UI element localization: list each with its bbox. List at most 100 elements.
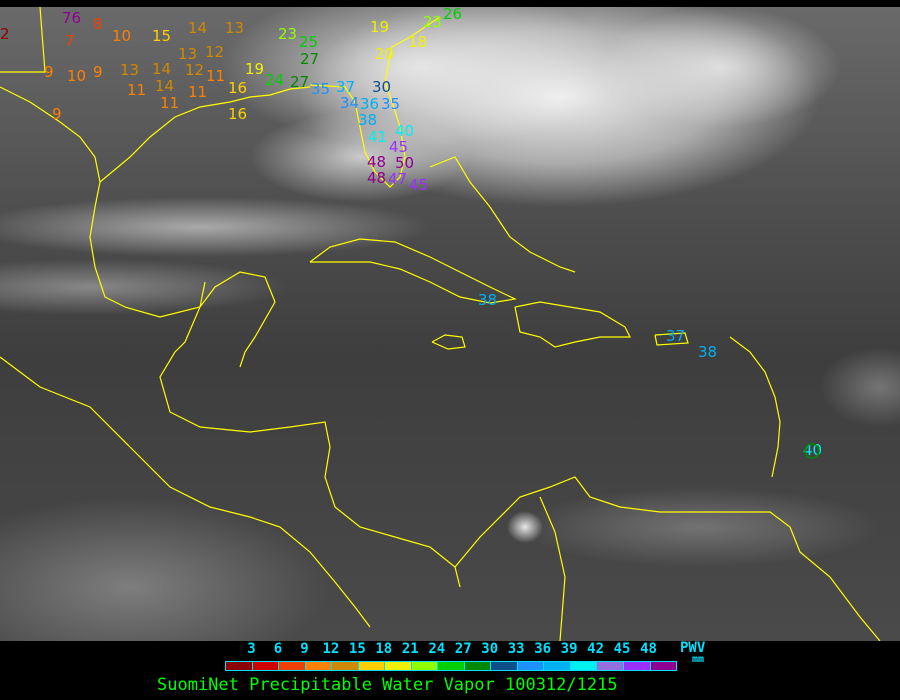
station-pwv-label: 14 [152, 60, 172, 78]
legend-color-swatch [226, 662, 253, 670]
station-pwv-label: 10 [67, 67, 87, 85]
yucatan-central-america [159, 281, 461, 588]
state-borders [0, 7, 46, 73]
florida-coast [309, 16, 441, 188]
legend-color-swatch [544, 662, 571, 670]
puerto-rico [654, 332, 689, 346]
station-pwv-label: 2 [0, 25, 10, 43]
legend-tick: 3 [247, 641, 256, 657]
station-pwv-label: 12 [205, 43, 225, 61]
station-marker-layer [804, 443, 820, 459]
legend-color-swatch [411, 662, 439, 670]
legend-tick: 21 [401, 641, 419, 657]
station-pwv-label: 9 [93, 63, 103, 81]
station-pwv-label: 37 [336, 78, 356, 96]
legend-color-bar [225, 661, 677, 671]
station-pwv-label: 23 [278, 25, 298, 43]
legend-tick: 45 [613, 641, 631, 657]
legend-color-swatch [464, 662, 492, 670]
legend-tick: 24 [428, 641, 446, 657]
legend-color-swatch [385, 662, 412, 670]
station-pwv-label: 34 [340, 94, 360, 112]
legend-color-swatch [332, 662, 359, 670]
hispaniola [514, 301, 631, 348]
legend-tick: 12 [322, 641, 340, 657]
station-pwv-label: 19 [245, 60, 265, 78]
station-pwv-label: 11 [127, 81, 147, 99]
legend-tick: 6 [273, 641, 283, 657]
station-pwv-label: 36 [360, 95, 380, 113]
station-pwv-label: 9 [52, 105, 62, 123]
legend-unit-label: PWV [680, 640, 706, 656]
legend-tick: 9 [300, 641, 309, 657]
legend-color-swatch [358, 662, 386, 670]
legend-tick: 15 [348, 641, 366, 657]
station-pwv-label: 35 [381, 95, 401, 113]
legend-color-swatch [305, 662, 333, 670]
station-pwv-label: 48 [367, 169, 387, 187]
station-pwv-label: 41 [368, 128, 388, 146]
station-pwv-label: 45 [389, 138, 409, 156]
station-pwv-label: 13 [225, 19, 245, 37]
legend-tick: 18 [375, 641, 393, 657]
station-pwv-label: 38 [358, 111, 378, 129]
legend-color-swatch [597, 662, 624, 670]
station-pwv-label: 47 [388, 170, 408, 188]
lesser-antilles [729, 336, 781, 478]
station-pwv-label: 30 [372, 78, 392, 96]
station-pwv-label: 40 [395, 122, 415, 140]
legend-tick: 36 [534, 641, 552, 657]
station-pwv-label: 27 [300, 50, 320, 68]
station-pwv-label: 14 [155, 77, 175, 95]
legend-color-swatch [623, 662, 651, 670]
station-pwv-label: 27 [290, 73, 310, 91]
station-pwv-label: 26 [443, 7, 463, 23]
legend-tick: 39 [560, 641, 578, 657]
map-title: SuomiNet Precipitable Water Vapor 100312… [157, 675, 618, 695]
station-pwv-label: 11 [188, 83, 208, 101]
station-pwv-label: 37 [666, 327, 686, 345]
texas-louisiana-coast [99, 86, 311, 183]
legend-tick: 27 [454, 641, 472, 657]
station-pwv-label: 11 [206, 67, 226, 85]
legend-color-swatch [279, 662, 306, 670]
cuba [309, 238, 517, 304]
map-area: 2 76 8 7 10 15 14 13 9 10 9 13 14 13 12 11 14 11 12 11 11 19 9… [0, 7, 900, 641]
station-pwv-label: 10 [112, 27, 132, 45]
legend-tick: 48 [640, 641, 657, 657]
station-pwv-label: 7 [65, 32, 75, 50]
station-pwv-label: 16 [228, 79, 248, 97]
station-pwv-label: 45 [409, 176, 429, 194]
legend-unit: mm [692, 654, 705, 665]
legend-color-swatch [570, 662, 598, 670]
legend-tick: 42 [587, 641, 605, 657]
coastline-overlay [0, 7, 881, 641]
station-pwv-label: 14 [188, 19, 208, 37]
station-pwv-label: 16 [228, 105, 248, 123]
station-pwv-label: 50 [395, 154, 415, 172]
venezuela-inland [539, 496, 566, 641]
south-america-coast [454, 476, 881, 641]
station-pwv-label: 13 [120, 61, 140, 79]
us-gulf-coast [0, 86, 276, 368]
station-pwv-label: 8 [93, 15, 103, 33]
station-pwv-label: 11 [160, 94, 180, 112]
legend-color-swatch [252, 662, 280, 670]
station-pwv-label: 20 [375, 45, 395, 63]
station-pwv-label: 18 [408, 33, 428, 51]
legend-tick: 33 [507, 641, 525, 657]
station-pwv-label: 35 [311, 80, 331, 98]
legend-color-swatch [517, 662, 545, 670]
station-pwv-label: 23 [423, 13, 443, 31]
legend-tick: 30 [481, 641, 499, 657]
station-pwv-label: 19 [370, 18, 390, 36]
legend-color-swatch [438, 662, 465, 670]
station-pwv-label: 48 [367, 153, 387, 171]
station-pwv-label: 25 [299, 33, 319, 51]
station-pwv-label: 9 [44, 63, 54, 81]
station-pwv-label: 76 [62, 9, 82, 27]
station-pwv-label: 13 [178, 45, 198, 63]
station-pwv-label: 38 [698, 343, 718, 361]
legend-color-swatch [650, 662, 677, 670]
